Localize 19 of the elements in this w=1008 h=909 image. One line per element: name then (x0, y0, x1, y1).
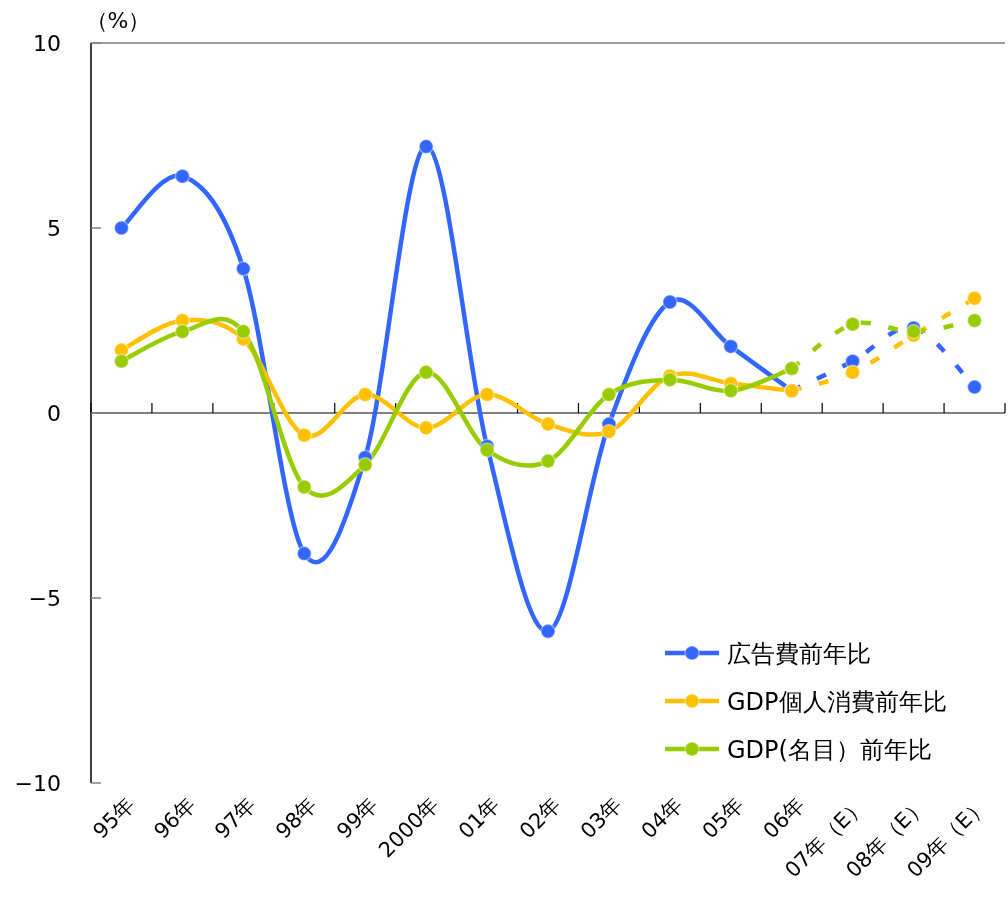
y-axis-title: （%） (85, 8, 151, 33)
x-tick-label: 03年 (575, 792, 627, 844)
y-tick-label: 5 (47, 216, 61, 241)
x-tick-label: 97年 (210, 792, 261, 844)
y-tick-label: 10 (33, 31, 61, 56)
x-tick-label: 01年 (453, 792, 505, 844)
x-tick-label: 98年 (271, 792, 322, 844)
legend-label: 広告費前年比 (727, 640, 871, 668)
x-tick-label: 04年 (636, 792, 688, 844)
x-tick-label: 05年 (697, 792, 749, 844)
legend-label: GDP(名目）前年比 (727, 736, 932, 764)
y-tick-label: −5 (28, 586, 61, 611)
x-tick-label: 95年 (88, 792, 139, 844)
y-tick-label: 0 (47, 401, 61, 426)
x-tick-label: 06年 (758, 792, 810, 844)
x-tick-label: 02年 (514, 792, 566, 844)
legend-label: GDP個人消費前年比 (727, 688, 947, 716)
y-tick-label: −10 (14, 771, 61, 796)
x-tick-label: 96年 (149, 792, 200, 844)
